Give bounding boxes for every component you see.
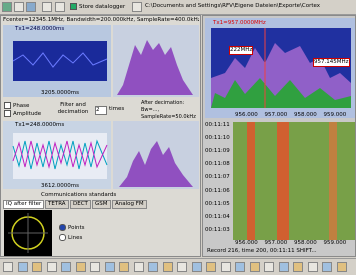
freq-tick: 956.000	[235, 240, 258, 247]
freq-axis: 956.000 957.000 958.000 959.000	[205, 240, 355, 248]
store-checkbox[interactable]: Store datalogger	[70, 3, 125, 11]
tool-button[interactable]	[26, 2, 36, 12]
tool-button[interactable]	[192, 262, 202, 272]
tab[interactable]: IQ after filter	[3, 200, 44, 209]
tool-button[interactable]	[32, 262, 42, 272]
tool-button[interactable]	[134, 262, 144, 272]
marker-box: 222MHz	[229, 46, 253, 55]
tool-button[interactable]	[177, 262, 187, 272]
amplitude-label: Amplitude	[13, 111, 41, 117]
tool-button[interactable]	[18, 262, 28, 272]
tool-button[interactable]	[264, 262, 274, 272]
tool-button[interactable]	[76, 262, 86, 272]
info-line: Fcenter=12345.1MHz, Bandwidth=200.000kHz…	[3, 17, 199, 24]
time-label: 00:11:05	[205, 201, 230, 208]
tab[interactable]: GSM	[92, 200, 111, 209]
tool-button[interactable]	[337, 262, 347, 272]
tool-button[interactable]	[3, 262, 13, 272]
time-plot	[3, 25, 111, 97]
freq-tick: 956.000	[235, 112, 258, 119]
tool-button[interactable]	[14, 2, 24, 12]
freq-tick: 959.000	[324, 112, 347, 119]
tab[interactable]: Analog FM	[112, 200, 147, 209]
plot-axis: 3205.0000ms	[41, 90, 79, 97]
time-label: 00:11:04	[205, 214, 230, 221]
tool-button[interactable]	[322, 262, 332, 272]
toolbar: Store datalogger C:\Documents and Settin…	[0, 0, 356, 15]
app-window: {"toolbar":{"store_label":"Store datalog…	[0, 0, 356, 274]
tool-button[interactable]	[235, 262, 245, 272]
tool-button[interactable]	[119, 262, 129, 272]
histogram-plot	[113, 25, 199, 97]
tool-button[interactable]	[132, 2, 142, 12]
time-label: 00:11:10	[205, 135, 230, 142]
decimation-input[interactable]: 2	[95, 106, 107, 115]
time-label: 00:11:03	[205, 227, 230, 234]
tool-button[interactable]	[90, 262, 100, 272]
plot-axis: 3612.0000ms	[41, 183, 79, 190]
tool-button[interactable]	[163, 262, 173, 272]
time-label: 00:11:11	[205, 122, 230, 129]
left-panel: Fcenter=12345.1MHz, Bandwidth=200.000kHz…	[0, 15, 201, 257]
lines-radio[interactable]: Lines	[59, 234, 82, 242]
points-radio[interactable]: Points	[59, 224, 85, 232]
tab[interactable]: DECT	[70, 200, 91, 209]
plot-label: Tx1=248.0000ms	[15, 26, 64, 33]
tool-button[interactable]	[148, 262, 158, 272]
freq-tick: 957.000	[265, 112, 288, 119]
waterfall	[233, 122, 355, 240]
standards-title: Communications standards	[41, 192, 116, 199]
constellation-plot	[4, 210, 52, 256]
store-label: Store datalogger	[79, 4, 125, 10]
tool-button[interactable]	[61, 262, 71, 272]
times-label: times	[109, 106, 124, 113]
tool-button[interactable]	[293, 262, 303, 272]
time-axis: 00:11:11 00:11:10 00:11:09 00:11:08 00:11:07…	[205, 122, 233, 240]
freq-tick: 958.000	[294, 240, 317, 247]
filter-label: Filter and decimation	[53, 102, 93, 116]
time-label: 00:11:09	[205, 148, 230, 155]
plot-label: Tx1=248.0000ms	[15, 122, 64, 129]
freq-tick: 957.000	[265, 240, 288, 247]
freq-tick: 958.000	[294, 112, 317, 119]
marker-box: 957.145MHz	[313, 58, 350, 67]
tool-button[interactable]	[42, 2, 52, 12]
status-line: Record 216, time 200, 00:11:11 SHIFT...	[207, 248, 355, 255]
tool-button[interactable]	[308, 262, 318, 272]
freq-tick: 959.000	[324, 240, 347, 247]
after-decimation: After decimation: Bw=..., SampleRate=50.…	[141, 100, 201, 121]
spectrum-plot	[113, 121, 199, 189]
tab[interactable]: TETRA	[45, 200, 69, 209]
lines-label: Lines	[68, 235, 82, 241]
marker-label: Tx1=957.0000MHz	[213, 20, 266, 27]
tool-button[interactable]	[47, 262, 57, 272]
tool-button[interactable]	[2, 2, 12, 12]
time-label: 00:11:07	[205, 174, 230, 181]
right-panel: Tx1=957.0000MHz 222MHz 957.145MHz 956.00…	[202, 15, 356, 257]
spectrum-display	[205, 18, 355, 118]
amplitude-checkbox[interactable]: Amplitude	[4, 110, 41, 118]
tool-button[interactable]	[105, 262, 115, 272]
time-label: 00:11:08	[205, 161, 230, 168]
time-label: 00:11:06	[205, 188, 230, 195]
tool-button[interactable]	[279, 262, 289, 272]
phase-checkbox[interactable]: Phase	[4, 102, 29, 110]
points-label: Points	[68, 225, 85, 231]
phase-label: Phase	[13, 103, 29, 109]
iq-plot	[3, 121, 111, 189]
bottom-toolbar	[0, 258, 356, 275]
freq-axis: 956.000 957.000 958.000 959.000	[205, 112, 355, 120]
tool-button[interactable]	[221, 262, 231, 272]
tool-button[interactable]	[206, 262, 216, 272]
file-path: C:\Documents and Settings\RFV\Eigene Dat…	[145, 3, 355, 10]
tool-button[interactable]	[55, 2, 65, 12]
tool-button[interactable]	[250, 262, 260, 272]
